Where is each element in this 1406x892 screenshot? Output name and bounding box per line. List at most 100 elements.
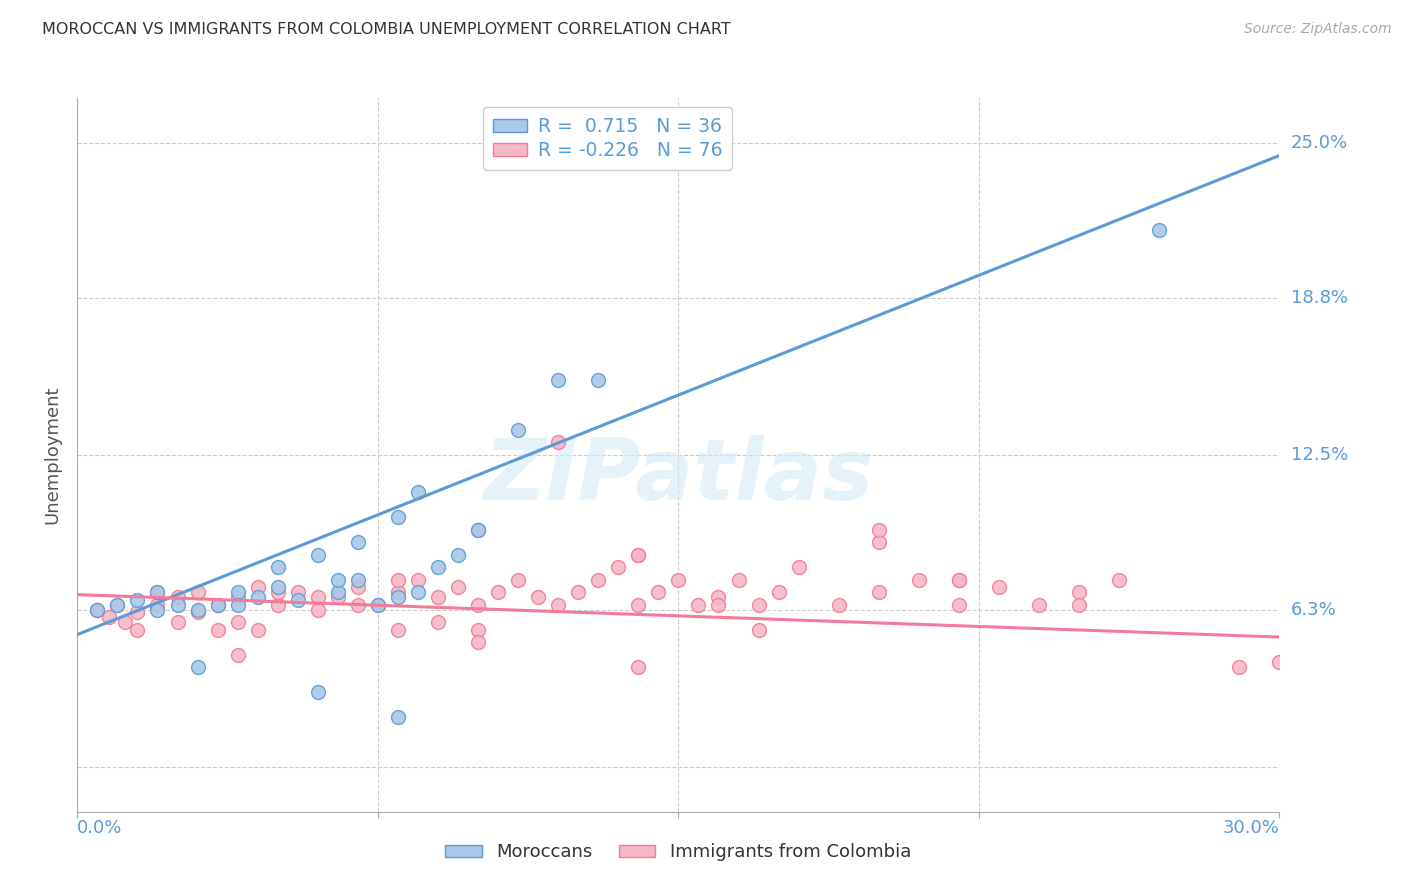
Point [166,615,188,629]
Point [367,598,389,612]
Point [707,598,730,612]
Point [326,585,349,599]
Point [486,585,509,599]
Point [387,585,409,599]
Point [186,660,209,674]
Point [748,598,770,612]
Text: 6.3%: 6.3% [1291,600,1337,619]
Point [98,610,121,624]
Point [447,580,470,594]
Point [307,548,329,562]
Point [948,573,970,587]
Point [186,605,209,619]
Point [668,573,690,587]
Point [1069,585,1091,599]
Point [627,548,650,562]
Y-axis label: Unemployment: Unemployment [44,385,62,524]
Point [226,590,249,604]
Point [186,585,209,599]
Point [267,580,290,594]
Point [387,573,409,587]
Point [307,685,329,699]
Point [207,598,229,612]
Point [627,598,650,612]
Point [427,560,450,574]
Point [406,485,429,500]
Text: Source: ZipAtlas.com: Source: ZipAtlas.com [1244,22,1392,37]
Point [1268,655,1291,669]
Text: ZIPatlas: ZIPatlas [484,434,873,518]
Point [948,598,970,612]
Point [226,648,249,662]
Point [588,573,610,587]
Point [467,598,489,612]
Point [246,623,269,637]
Text: 25.0%: 25.0% [1291,134,1348,152]
Point [508,573,530,587]
Point [307,602,329,616]
Point [547,435,569,450]
Point [267,560,290,574]
Point [166,590,188,604]
Point [86,602,108,616]
Point [768,585,790,599]
Text: 12.5%: 12.5% [1291,446,1348,464]
Legend: Moroccans, Immigrants from Colombia: Moroccans, Immigrants from Colombia [436,834,921,871]
Point [107,598,129,612]
Point [1069,598,1091,612]
Point [427,590,450,604]
Point [127,605,149,619]
Point [627,660,650,674]
Point [387,510,409,524]
Point [447,548,470,562]
Point [467,523,489,537]
Point [287,585,309,599]
Point [1149,223,1171,237]
Point [727,573,749,587]
Point [114,615,136,629]
Point [547,598,569,612]
Point [748,623,770,637]
Point [347,535,370,549]
Point [326,573,349,587]
Point [226,598,249,612]
Text: 18.8%: 18.8% [1291,289,1348,307]
Point [287,592,309,607]
Point [207,623,229,637]
Point [246,580,269,594]
Point [387,623,409,637]
Point [347,573,370,587]
Text: 30.0%: 30.0% [1223,819,1279,837]
Text: MOROCCAN VS IMMIGRANTS FROM COLOMBIA UNEMPLOYMENT CORRELATION CHART: MOROCCAN VS IMMIGRANTS FROM COLOMBIA UNE… [42,22,731,37]
Point [146,585,169,599]
Point [828,598,851,612]
Point [107,598,129,612]
Point [127,592,149,607]
Point [868,523,890,537]
Point [607,560,630,574]
Point [406,573,429,587]
Point [868,585,890,599]
Point [146,602,169,616]
Point [988,580,1011,594]
Point [127,623,149,637]
Point [547,373,569,387]
Point [1028,598,1050,612]
Point [1108,573,1130,587]
Point [86,602,108,616]
Point [226,585,249,599]
Point [467,635,489,649]
Point [868,535,890,549]
Point [186,602,209,616]
Point [588,373,610,387]
Point [406,585,429,599]
Point [207,598,229,612]
Point [647,585,669,599]
Point [347,598,370,612]
Point [527,590,550,604]
Point [1229,660,1251,674]
Point [467,523,489,537]
Point [387,590,409,604]
Point [166,598,188,612]
Point [146,585,169,599]
